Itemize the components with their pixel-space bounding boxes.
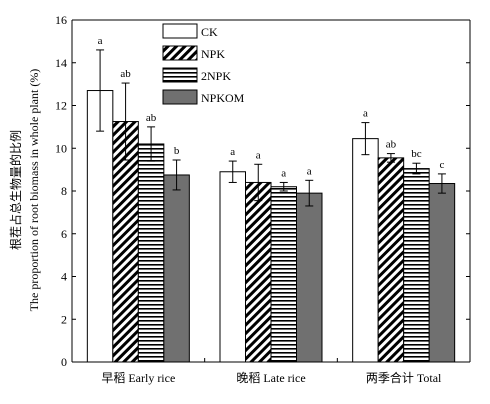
significance-letter: bc — [411, 148, 422, 160]
y-tick-label: 4 — [61, 270, 67, 284]
legend-label: CK — [201, 25, 218, 39]
bar-2npk — [403, 168, 430, 363]
significance-letters-group: a ab ab b a a a a a ab bc c — [98, 35, 445, 180]
significance-letter: ab — [386, 139, 397, 151]
bar-npkom — [163, 174, 190, 363]
significance-letter: a — [230, 146, 235, 158]
legend-label: NPK — [201, 47, 225, 61]
legend-label: NPKOM — [201, 91, 245, 105]
legend-swatch-npkom — [162, 89, 198, 105]
legend-label: 2NPK — [201, 69, 231, 83]
x-tick-label: 早稻 Early rice — [101, 371, 175, 385]
significance-letter: c — [439, 159, 444, 171]
legend-swatch-ck — [162, 23, 198, 39]
y-tick-label: 12 — [55, 99, 67, 113]
bar-ck — [86, 90, 114, 363]
y-tick-label: 14 — [55, 56, 67, 70]
y-tick-label: 0 — [61, 355, 67, 369]
bar-npkom — [296, 192, 323, 363]
significance-letter: a — [363, 108, 368, 120]
bar-2npk — [270, 186, 297, 363]
x-axis-ticks: 早稻 Early rice 晚稻 Late rice 两季合计 Total — [101, 358, 442, 385]
bars-group — [86, 90, 456, 363]
bar-npk — [245, 181, 272, 363]
x-tick-label: 两季合计 Total — [366, 370, 442, 385]
significance-letter: a — [281, 167, 286, 179]
legend: CK NPK 2NPK NPKOM — [162, 23, 245, 105]
error-bars-group — [96, 49, 446, 207]
significance-letter: ab — [120, 68, 131, 80]
y-axis-label-en: The proportion of root biomass in whole … — [27, 69, 41, 312]
bar-ck — [352, 138, 379, 363]
y-axis-label-cn: 根茬占总生物量的比例 — [8, 130, 23, 250]
y-tick-label: 2 — [61, 312, 67, 326]
bar-ck — [219, 171, 246, 363]
y-tick-label: 10 — [55, 141, 67, 155]
bar-npkom — [428, 183, 456, 363]
significance-letter: b — [174, 145, 180, 157]
legend-swatch-npk — [162, 45, 198, 61]
significance-letter: a — [307, 165, 312, 177]
bar-npk — [112, 121, 139, 363]
significance-letter: ab — [146, 112, 157, 124]
y-tick-label: 16 — [55, 13, 67, 27]
x-tick-label: 晚稻 Late rice — [236, 371, 305, 385]
y-tick-label: 6 — [61, 227, 67, 241]
bar-2npk — [137, 143, 165, 363]
bar-npk — [377, 157, 405, 363]
significance-letter: a — [256, 149, 261, 161]
significance-letter: a — [98, 35, 103, 47]
y-axis-ticks: 0 2 4 6 8 10 12 14 16 — [55, 13, 470, 369]
y-tick-label: 8 — [61, 184, 67, 198]
legend-swatch-2npk — [162, 67, 198, 83]
